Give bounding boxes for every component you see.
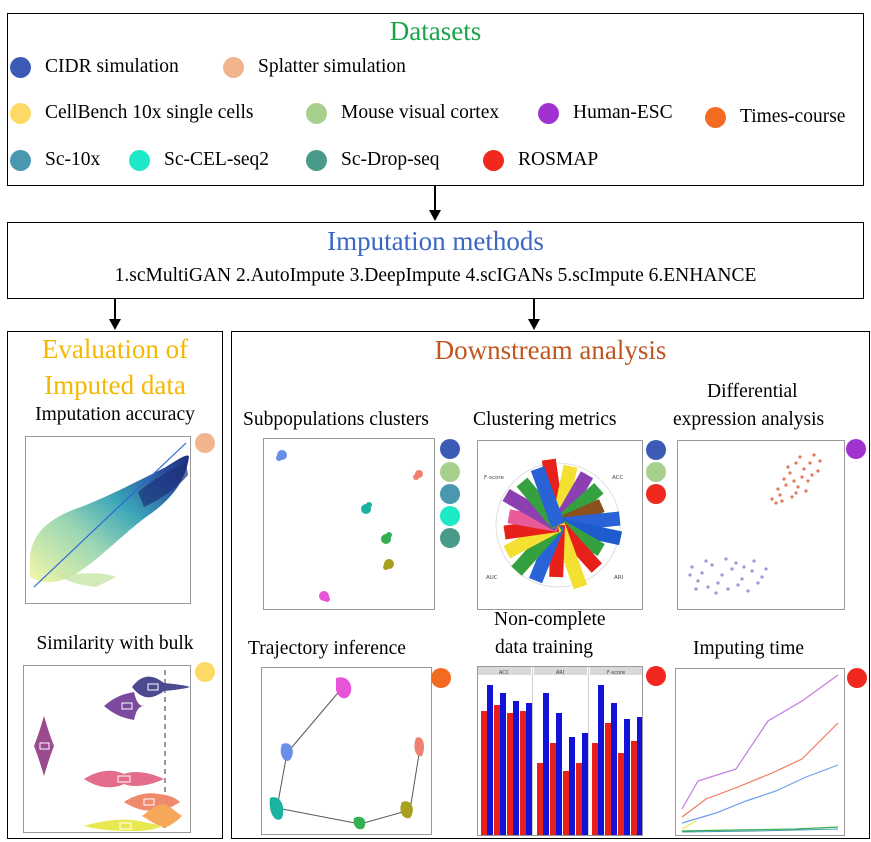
trajectory-svg [269,677,424,830]
arrow-down-icon [528,299,540,330]
cidr-tag-icon [440,439,460,459]
cellbench-tag-icon [195,662,215,682]
legend-item-sc10x: Sc-10x [10,149,100,171]
evaluation-title-line1: Evaluation of [41,334,189,364]
methods-box: Imputation methods 1.scMultiGAN 2.AutoIm… [7,222,864,299]
bar-header-acc: ACC [499,670,510,676]
mouse-dot-icon [306,102,327,124]
legend-item-human-esc: Human-ESC [538,102,673,124]
rosmap-tag-icon [646,484,666,504]
legend-label: Sc-CEL-seq2 [164,149,270,170]
radar-acc-label: ACC [612,475,624,481]
splatter-dot-icon [223,56,244,78]
datasets-box: Datasets CIDR simulation Splatter simula… [7,13,864,186]
sc-drop-seq-dot-icon [306,149,327,171]
sc-cel-seq2-dot-icon [129,149,150,171]
subpopulations-plot [263,438,435,610]
subpopulations-label: Subpopulations clusters [243,409,429,430]
legend-label: Splatter simulation [258,56,406,77]
evaluation-box: Evaluation of Imputed data Imputation ac… [7,331,223,839]
legend-label: Times-course [740,106,846,127]
rosmap-dot-icon [483,149,504,171]
bar-header-ari: ARI [556,670,564,676]
legend-label: ROSMAP [518,149,599,170]
rosmap-tag-icon [646,666,666,686]
noncomplete-label-line2: data training [495,637,594,658]
legend-item-rosmap: ROSMAP [483,149,598,171]
legend-item-sc-drop-seq: Sc-Drop-seq [306,149,440,171]
differential-label-line2: expression analysis [673,409,825,430]
radar-auc-label: AUC [486,575,498,581]
legend-label: CellBench 10x single cells [45,102,254,123]
legend-item-cellbench: CellBench 10x single cells [10,102,254,124]
mouse-tag-icon [440,462,460,482]
radar-bar-svg: F-score ACC AUC ARI [484,458,624,590]
downstream-box: Downstream analysis Subpopulations clust… [231,331,870,839]
noncomplete-bar-plot: ACC ARI F-score [477,666,643,836]
bar-header-fscore: F-score [607,670,625,676]
legend-item-cidr: CIDR simulation [10,56,179,78]
clustering-metrics-plot: F-score ACC AUC ARI [477,440,643,610]
time-line-svg [681,674,839,833]
times-course-tag-icon [431,668,451,688]
cellbench-dot-icon [10,102,31,124]
arrow-down-icon [429,186,441,221]
human-esc-tag-icon [846,439,866,459]
legend-label: Sc-10x [45,149,101,170]
rosmap-tag-icon [847,668,867,688]
legend-label: Human-ESC [573,102,673,123]
clustering-metrics-label: Clustering metrics [473,409,617,430]
similarity-bulk-label: Similarity with bulk [36,633,194,654]
noncomplete-bar-svg: ACC ARI F-score [478,667,642,835]
trajectory-label: Trajectory inference [248,638,406,659]
methods-list: 1.scMultiGAN 2.AutoImpute 3.DeepImpute 4… [114,265,757,286]
datasets-title: Datasets [389,16,482,46]
splatter-tag-icon [195,433,215,453]
sc-drop-seq-tag-icon [440,528,460,548]
cluster-scatter-svg [276,450,423,602]
cidr-tag-icon [646,440,666,460]
similarity-violin-plot [23,665,191,833]
radar-ari-label: ARI [614,575,624,581]
differential-expression-plot [677,440,845,610]
cidr-dot-icon [10,56,31,78]
legend-item-sc-cel-seq2: Sc-CEL-seq2 [129,149,269,171]
sc10x-tag-icon [440,484,460,504]
imputation-accuracy-label: Imputation accuracy [35,404,195,425]
radar-fscore-label: F-score [484,475,505,481]
legend-label: Sc-Drop-seq [341,149,440,170]
human-esc-dot-icon [538,102,559,124]
mouse-tag-icon [646,462,666,482]
imputing-time-plot [675,668,845,836]
methods-title: Imputation methods [327,226,544,256]
violin-svg [34,670,190,831]
arrow-down-icon [109,299,121,330]
differential-label-line1: Differential [707,381,798,402]
legend-item-mouse: Mouse visual cortex [306,102,499,124]
legend-item-splatter: Splatter simulation [223,56,406,78]
accuracy-scatter-svg [30,442,189,588]
noncomplete-label-line1: Non-complete [494,609,606,630]
sc10x-dot-icon [10,149,31,171]
legend-label: Mouse visual cortex [341,102,500,123]
downstream-title: Downstream analysis [434,335,667,365]
legend-label: CIDR simulation [45,56,179,77]
de-scatter-svg [688,453,822,595]
legend-item-times-course: Times-course [705,106,845,128]
accuracy-scatter-plot [25,436,191,604]
sc-cel-seq2-tag-icon [440,506,460,526]
imputing-time-label: Imputing time [693,638,805,659]
trajectory-plot [261,667,432,835]
evaluation-title-line2: Imputed data [44,370,186,400]
times-course-dot-icon [705,106,726,128]
